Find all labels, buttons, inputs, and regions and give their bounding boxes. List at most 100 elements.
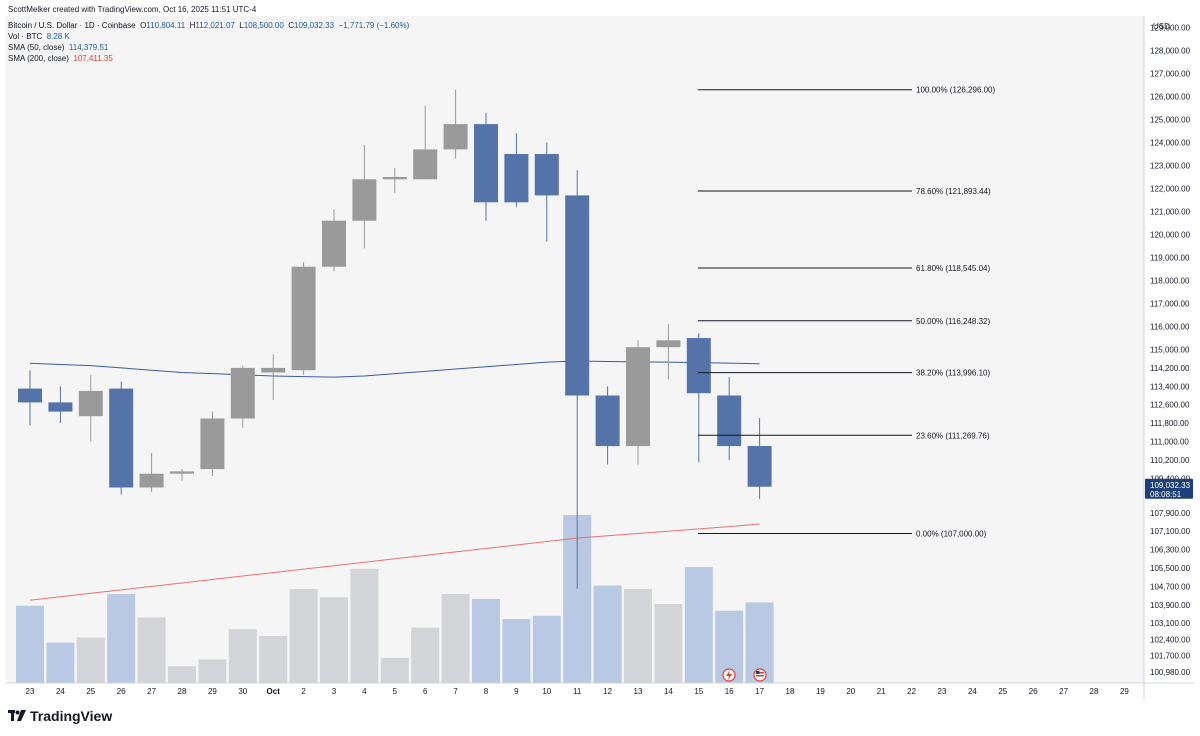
time-tick-label: 3 <box>332 687 337 696</box>
time-tick-label: 24 <box>968 687 977 696</box>
time-tick-label: 4 <box>362 687 367 696</box>
candle-body[interactable] <box>261 367 286 373</box>
flag-stripe-icon <box>756 672 764 674</box>
sma200-label: SMA (200, close) <box>8 54 69 63</box>
fib-retracement: 100.00% (126,296.00) 78.60% (121,893.44) 6… <box>698 86 996 539</box>
high-label: H <box>189 21 196 30</box>
volume-bar <box>411 627 440 683</box>
price-tick-label: 110,200.00 <box>1150 456 1190 465</box>
time-tick-label: 23 <box>26 687 35 696</box>
volume-bar <box>46 642 75 683</box>
volume-label: Vol · BTC <box>8 32 43 41</box>
volume-bar <box>380 657 409 683</box>
time-tick-label: 12 <box>603 687 612 696</box>
symbol-name[interactable]: Bitcoin / U.S. Dollar · 1D · Coinbase <box>8 21 136 30</box>
symbol-ohlc-line: Bitcoin / U.S. Dollar · 1D · Coinbase O 1… <box>8 21 409 30</box>
candle-body[interactable] <box>686 338 711 394</box>
price-tick-label: 129,000.00 <box>1150 24 1191 33</box>
open-label: O <box>140 21 147 30</box>
sma200-value: 107,411.35 <box>73 54 113 63</box>
candle-body[interactable] <box>322 220 346 267</box>
price-tick-label: 106,300.00 <box>1150 546 1191 555</box>
flag-canton-icon <box>756 671 760 674</box>
candle-body[interactable] <box>170 471 194 474</box>
candle-body[interactable] <box>443 124 468 150</box>
volume-bar <box>107 593 136 683</box>
volume-bar <box>137 617 166 683</box>
candle-body[interactable] <box>291 266 316 371</box>
candle-body[interactable] <box>626 347 650 447</box>
price-tick-label: 121,000.00 <box>1150 208 1191 217</box>
candle-body[interactable] <box>78 390 103 417</box>
low-value: 108,500.00 <box>243 21 284 30</box>
price-tick-label: 107,100.00 <box>1150 527 1191 536</box>
candle-body[interactable] <box>109 388 134 488</box>
price-tick-label: 103,100.00 <box>1150 619 1191 628</box>
time-tick-label: 19 <box>816 687 825 696</box>
volume-bar <box>624 588 652 683</box>
fib-level-label: 23.60% (111,269.76) <box>916 431 990 440</box>
volume-legend[interactable]: Vol · BTC 8.28 K <box>8 32 70 41</box>
candle-body[interactable] <box>717 395 742 447</box>
candle-body[interactable] <box>534 154 559 196</box>
candle-body[interactable] <box>139 473 164 488</box>
volume-bar <box>76 637 105 683</box>
time-tick-label: 2 <box>301 687 306 696</box>
candle-body[interactable] <box>352 179 377 221</box>
candle-body[interactable] <box>413 149 438 180</box>
price-tick-label: 125,000.00 <box>1150 116 1191 125</box>
volume-bar <box>228 629 257 683</box>
price-tick-label: 118,000.00 <box>1150 277 1190 286</box>
time-tick-label: 17 <box>755 687 764 696</box>
price-tick-label: 103,900.00 <box>1150 601 1191 610</box>
time-tick-label: 20 <box>846 687 855 696</box>
fib-level-label: 100.00% (126,296.00) <box>916 86 996 95</box>
price-tick-label: 100,980.00 <box>1150 668 1191 677</box>
close-value: 109,032.33 <box>294 21 335 30</box>
event-icons <box>722 668 767 682</box>
candle-body[interactable] <box>595 395 620 447</box>
candle-body[interactable] <box>504 154 529 203</box>
time-tick-label: 26 <box>1029 687 1038 696</box>
volume-bar <box>16 605 44 683</box>
time-tick-label: 28 <box>1090 687 1099 696</box>
volume-value: 8.28 K <box>46 32 70 41</box>
candle-body[interactable] <box>747 446 772 487</box>
time-tick-label: 26 <box>117 687 126 696</box>
price-tick-label: 114,200.00 <box>1150 364 1190 373</box>
candle-body[interactable] <box>382 177 407 180</box>
price-tick-label: 107,900.00 <box>1150 509 1191 518</box>
currency-label: USD <box>1153 22 1170 31</box>
volume-bar <box>502 619 531 683</box>
time-tick-label: 7 <box>453 687 458 696</box>
sma50-label: SMA (50, close) <box>8 43 65 52</box>
sma50-legend[interactable]: SMA (50, close) 114,379.51 <box>8 43 108 52</box>
change-value: −1,771.79 (−1.60%) <box>338 21 410 30</box>
time-tick-label: 22 <box>907 687 916 696</box>
candle-body[interactable] <box>230 367 255 419</box>
price-tick-label: 113,400.00 <box>1150 382 1190 391</box>
fib-level-label: 61.80% (118,545.04) <box>916 264 990 273</box>
candle-body[interactable] <box>656 340 681 348</box>
price-tick-label: 104,700.00 <box>1150 582 1191 591</box>
time-tick-label: 24 <box>56 687 65 696</box>
price-tick-label: 101,700.00 <box>1150 651 1191 660</box>
fib-level-label: 0.00% (107,000.00) <box>916 530 987 539</box>
candle-body[interactable] <box>474 124 498 203</box>
tradingview-brand[interactable]: TradingView <box>8 708 112 724</box>
volume-bar <box>684 567 713 683</box>
price-tick-label: 102,400.00 <box>1150 635 1191 644</box>
volume-bar <box>320 597 348 683</box>
candle-body[interactable] <box>200 418 225 470</box>
tradingview-logo-icon <box>8 710 26 721</box>
time-tick-label: 10 <box>542 687 551 696</box>
time-tick-label: 25 <box>86 687 95 696</box>
sma200-legend[interactable]: SMA (200, close) 107,411.35 <box>8 54 113 63</box>
fib-level-label: 78.60% (121,893.44) <box>916 187 991 196</box>
candle-body[interactable] <box>48 402 73 412</box>
candle-body[interactable] <box>18 388 42 403</box>
time-tick-label: 13 <box>634 687 643 696</box>
candle-body[interactable] <box>565 195 590 396</box>
